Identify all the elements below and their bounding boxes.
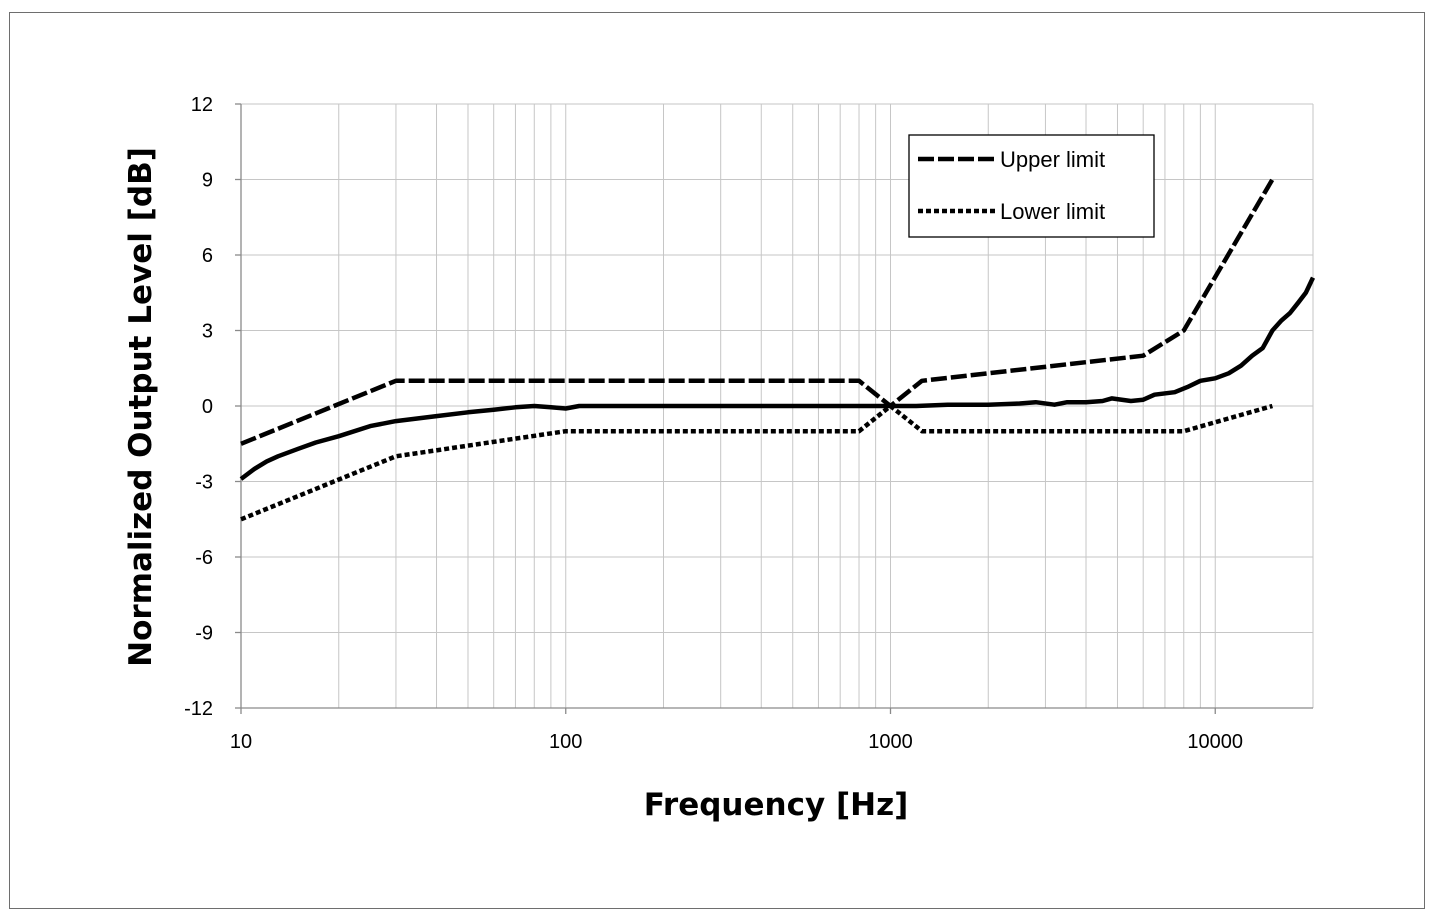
y-tick-label: -3 bbox=[195, 472, 213, 494]
x-tick-label: 10000 bbox=[1187, 731, 1243, 753]
y-tick-label: 6 bbox=[202, 245, 213, 267]
series-line-upper-limit bbox=[240, 178, 1275, 446]
tick-labels: 10 100 1000 10000 12 9 6 3 0 -3 -6 -9 -12 bbox=[184, 94, 1243, 753]
y-tick-label: 12 bbox=[191, 94, 213, 116]
legend-label-lower-limit: Lower limit bbox=[1000, 199, 1105, 224]
series-line-measured bbox=[239, 276, 1316, 481]
legend: Upper limit Lower limit bbox=[908, 134, 1155, 238]
y-tick-label: -9 bbox=[195, 623, 213, 645]
y-tick-label: 3 bbox=[202, 321, 213, 343]
x-tick-label: 10 bbox=[230, 731, 252, 753]
legend-box bbox=[908, 134, 1155, 238]
x-tick-label: 1000 bbox=[868, 731, 913, 753]
y-tick-label: 0 bbox=[202, 396, 213, 418]
series-layer bbox=[239, 178, 1316, 522]
y-tick-label: -6 bbox=[195, 547, 213, 569]
y-axis-title: Normalized Output Level [dB] bbox=[123, 147, 159, 667]
y-tick-label: 9 bbox=[202, 170, 213, 192]
x-axis-title: Frequency [Hz] bbox=[644, 787, 909, 823]
chart-frame bbox=[9, 12, 1425, 909]
x-tick-label: 100 bbox=[549, 731, 582, 753]
y-tick-label: -12 bbox=[184, 698, 213, 720]
legend-label-upper-limit: Upper limit bbox=[1000, 147, 1105, 172]
series-line-lower-limit bbox=[240, 403, 1274, 522]
axis-layer bbox=[235, 103, 1313, 714]
